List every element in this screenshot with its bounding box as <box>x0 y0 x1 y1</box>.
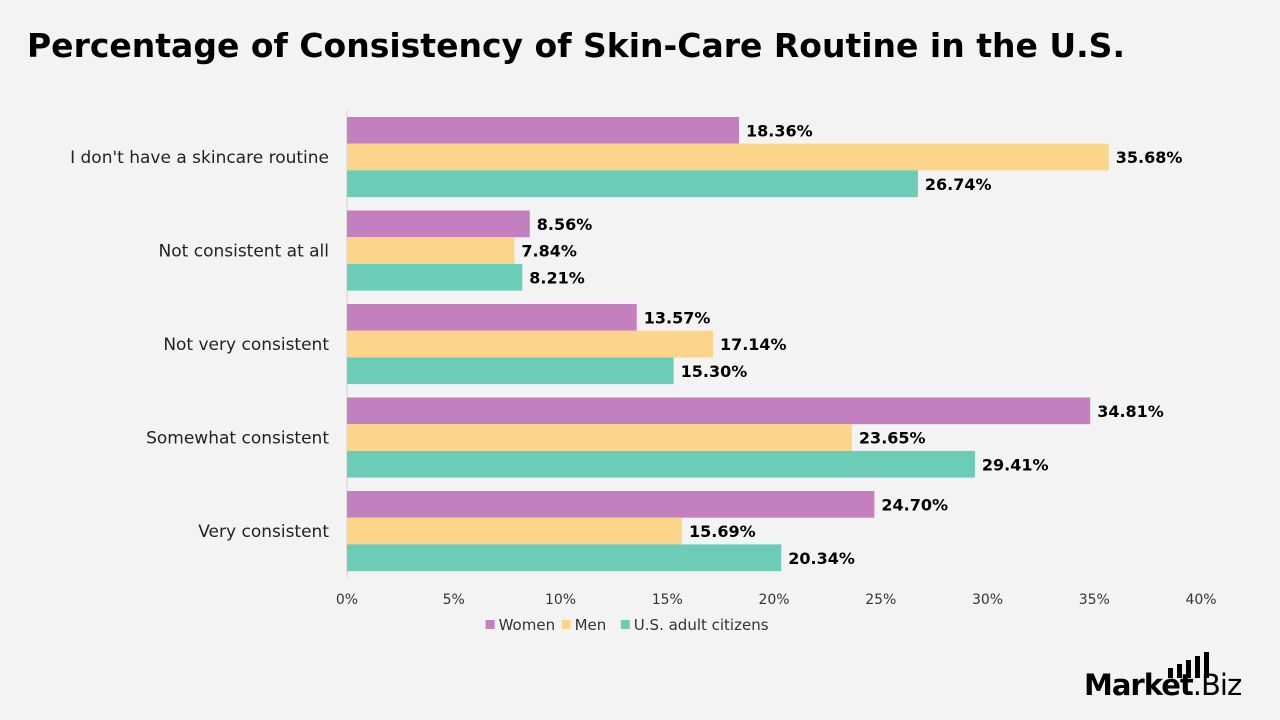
data-label: 24.70% <box>881 495 948 514</box>
bar-women <box>347 397 1091 425</box>
category-label: Somewhat consistent <box>146 429 329 449</box>
bar-men <box>347 330 713 358</box>
bar-u-s-adult-citizens <box>347 170 918 198</box>
category-label: I don't have a skincare routine <box>70 148 329 168</box>
legend-label: Women <box>499 616 555 634</box>
category-label: Very consistent <box>198 522 329 542</box>
bar-women <box>347 210 530 238</box>
legend-swatch-u-s-adult-citizens <box>620 620 630 629</box>
legend-label: Men <box>575 616 607 634</box>
x-tick-label: 5% <box>443 592 465 608</box>
bar-men <box>347 424 852 451</box>
data-label: 23.65% <box>859 429 926 448</box>
bar-men <box>347 517 682 545</box>
bar-women <box>347 117 739 144</box>
legend-label: U.S. adult citizens <box>634 616 769 634</box>
x-tick-label: 20% <box>758 592 789 608</box>
bar-u-s-adult-citizens <box>347 450 975 478</box>
bar-u-s-adult-citizens <box>347 544 782 572</box>
data-label: 35.68% <box>1116 148 1183 167</box>
x-tick-label: 0% <box>336 592 358 608</box>
data-label: 26.74% <box>925 175 992 194</box>
x-tick-label: 25% <box>865 592 896 608</box>
bar-women <box>347 304 637 331</box>
data-label: 7.84% <box>521 242 577 261</box>
data-label: 8.56% <box>537 215 593 234</box>
x-tick-label: 30% <box>972 592 1003 608</box>
category-label: Not consistent at all <box>159 242 329 262</box>
x-tick-label: 40% <box>1185 592 1216 608</box>
data-label: 15.30% <box>681 362 748 381</box>
x-tick-label: 15% <box>652 592 683 608</box>
legend-swatch-men <box>561 620 571 629</box>
bar-women <box>347 491 875 518</box>
chart-title: Percentage of Consistency of Skin-Care R… <box>27 26 1125 65</box>
data-label: 34.81% <box>1097 402 1164 421</box>
logo-text: Market.Biz <box>1084 668 1242 702</box>
x-tick-label: 10% <box>545 592 576 608</box>
marketbiz-logo: Market.Biz <box>1084 650 1264 706</box>
x-tick-label: 35% <box>1079 592 1110 608</box>
data-label: 17.14% <box>720 335 787 354</box>
bar-men <box>347 237 515 264</box>
bar-u-s-adult-citizens <box>347 357 674 385</box>
bar-men <box>347 143 1109 171</box>
data-label: 13.57% <box>644 308 711 327</box>
category-label: Not very consistent <box>163 335 329 355</box>
data-label: 18.36% <box>746 121 813 140</box>
data-label: 20.34% <box>788 549 855 568</box>
bar-u-s-adult-citizens <box>347 263 523 291</box>
bar-chart-logo-icon <box>1168 652 1209 678</box>
legend-swatch-women <box>485 620 495 629</box>
data-label: 15.69% <box>689 522 756 541</box>
data-label: 29.41% <box>982 455 1049 474</box>
data-label: 8.21% <box>529 268 585 287</box>
